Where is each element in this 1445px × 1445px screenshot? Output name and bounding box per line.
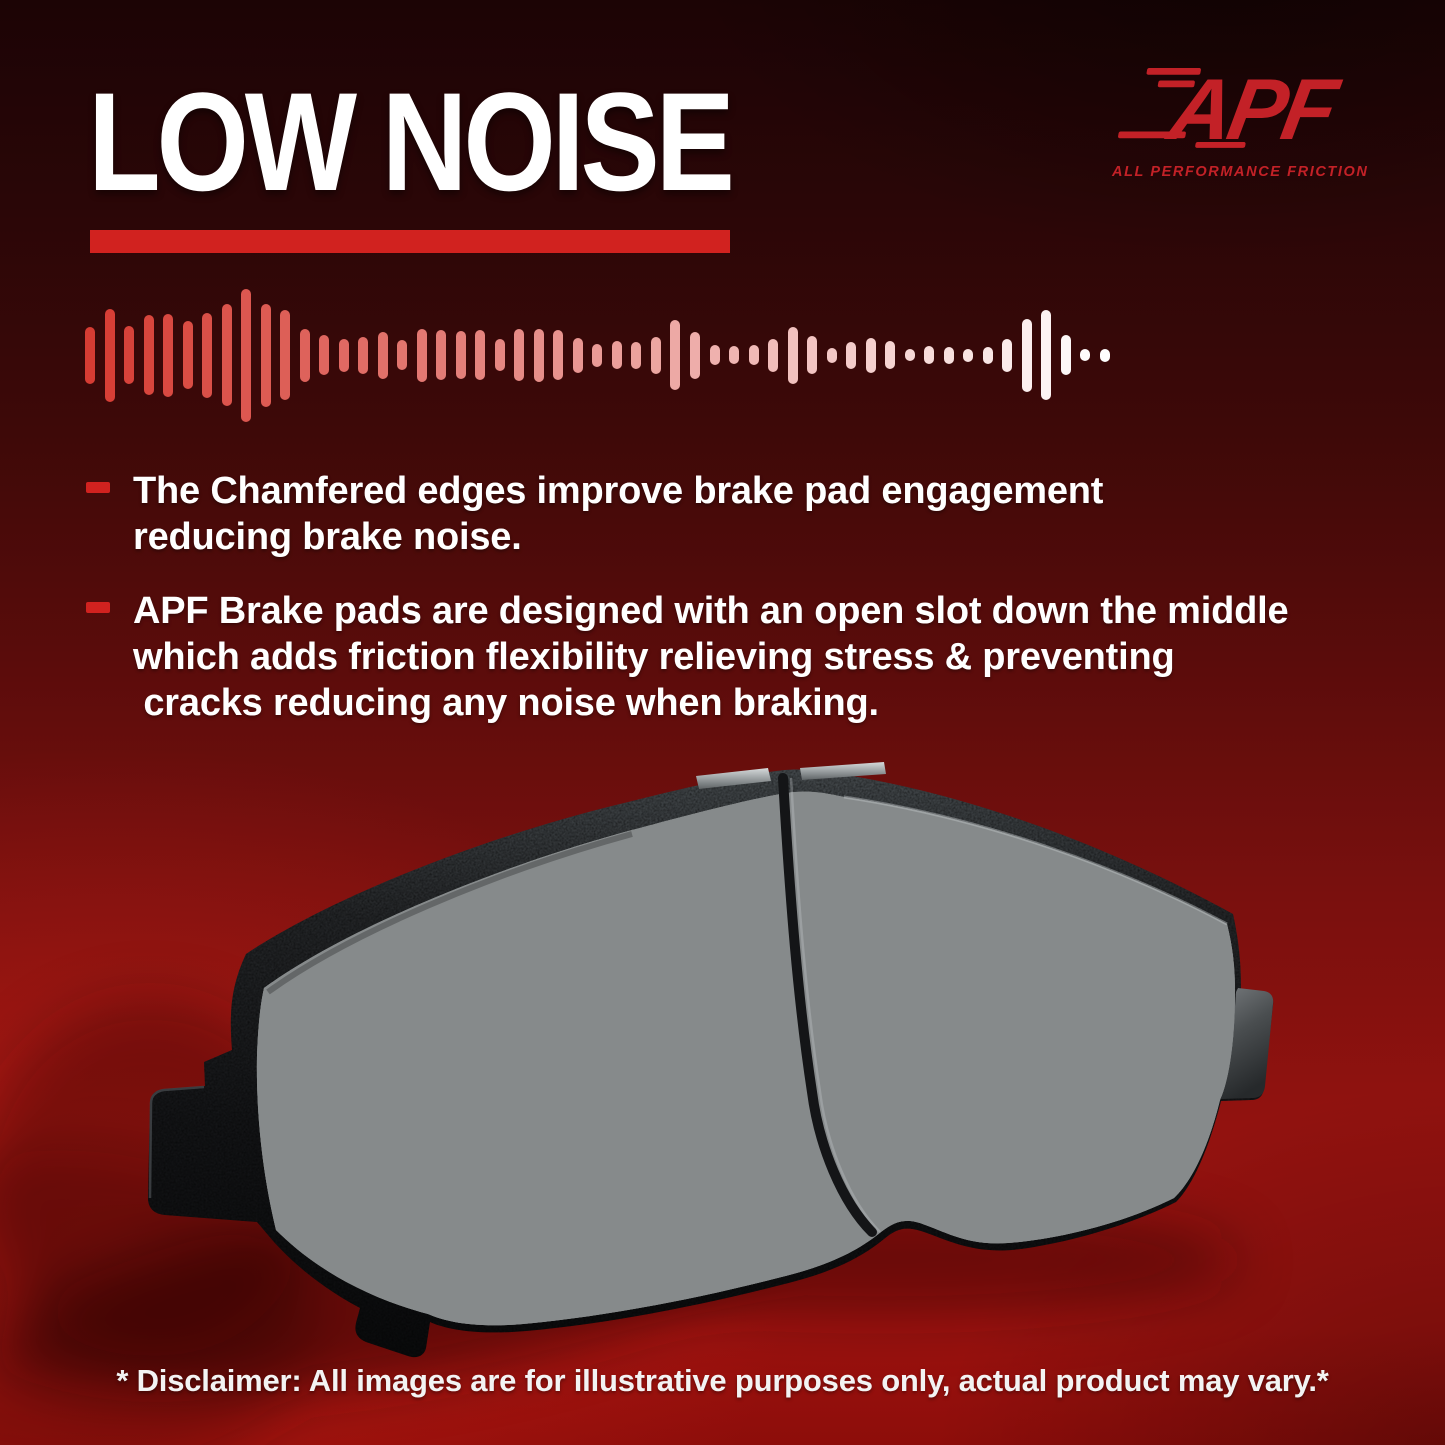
wave-bar	[865, 337, 876, 373]
pad-friction-surface	[256, 791, 1236, 1326]
pad-shim-icon	[696, 762, 886, 789]
wave-bar	[397, 340, 408, 370]
apf-logo-tagline: ALL PERFORMANCE FRICTION	[1112, 164, 1369, 180]
wave-bar	[768, 338, 779, 372]
pad-right-tab	[1221, 988, 1274, 1099]
pad-left-tab	[148, 1085, 205, 1199]
wave-bar	[1002, 338, 1013, 372]
wave-bar	[455, 331, 466, 379]
wave-bar	[85, 326, 95, 384]
wave-bar	[416, 328, 427, 382]
soundwave	[85, 288, 1110, 422]
wave-bar	[182, 321, 193, 389]
wave-bar	[924, 346, 935, 364]
wave-bar	[1021, 318, 1032, 392]
apf-logo-text: APF	[1160, 62, 1347, 158]
bullet-list: The Chamfered edges improve brake pad en…	[86, 468, 1416, 726]
bullet-text: APF Brake pads are designed with an open…	[133, 590, 1289, 724]
wave-bar	[377, 331, 388, 379]
wave-bar	[494, 339, 505, 371]
wave-bar	[943, 346, 954, 364]
wave-bar	[885, 341, 896, 369]
wave-bar	[241, 288, 252, 422]
wave-bar	[592, 343, 603, 367]
title-underline	[90, 230, 730, 253]
apf-logo: APF ALL PERFORMANCE FRICTION	[1112, 50, 1369, 180]
wave-bar	[475, 330, 486, 380]
bullet-marker	[86, 602, 110, 613]
wave-bar	[553, 330, 564, 380]
wave-bar	[299, 328, 310, 382]
wave-bar	[280, 310, 291, 400]
bullet-text: The Chamfered edges improve brake pad en…	[133, 470, 1104, 558]
wave-bar	[904, 349, 915, 361]
pad-center-slot	[778, 773, 881, 1237]
wave-bar	[533, 328, 544, 382]
wave-bar	[1060, 335, 1071, 375]
wave-bar	[826, 347, 837, 363]
wave-bar	[572, 337, 583, 373]
wave-bar	[1041, 310, 1052, 400]
wave-bar	[1080, 349, 1091, 361]
wave-bar	[436, 330, 447, 380]
wave-bar	[124, 326, 135, 384]
bullet-marker	[86, 482, 110, 493]
wave-bar	[963, 348, 974, 362]
bullet-item: APF Brake pads are designed with an open…	[86, 588, 1416, 726]
page-title: LOW NOISE	[88, 63, 735, 220]
speed-lines-icon: APF	[1118, 62, 1347, 158]
wave-bar	[319, 335, 330, 375]
wave-bar	[202, 312, 213, 398]
wave-bar	[338, 338, 349, 372]
wave-bar	[631, 341, 642, 369]
wave-bar	[709, 345, 720, 365]
wave-bar	[221, 304, 232, 406]
wave-bar	[104, 308, 115, 402]
wave-bar	[846, 341, 857, 369]
apf-logo-graphic: APF	[1118, 62, 1347, 158]
wave-bar	[358, 336, 369, 374]
wave-bar	[611, 341, 622, 369]
wave-bar	[748, 345, 759, 365]
wave-bar	[807, 336, 818, 374]
wave-bar	[650, 336, 661, 374]
disclaimer-text: * Disclaimer: All images are for illustr…	[116, 1363, 1329, 1398]
wave-bar	[689, 331, 700, 379]
bullet-item: The Chamfered edges improve brake pad en…	[86, 468, 1416, 560]
wave-bar	[982, 346, 993, 364]
wave-bar	[143, 315, 154, 395]
wave-bar	[163, 313, 174, 397]
wave-bar	[260, 303, 271, 407]
wave-bar	[1099, 348, 1110, 362]
wave-bar	[670, 320, 681, 390]
wave-bar	[729, 346, 740, 364]
wave-bar	[787, 326, 798, 384]
wave-bar	[514, 329, 525, 381]
